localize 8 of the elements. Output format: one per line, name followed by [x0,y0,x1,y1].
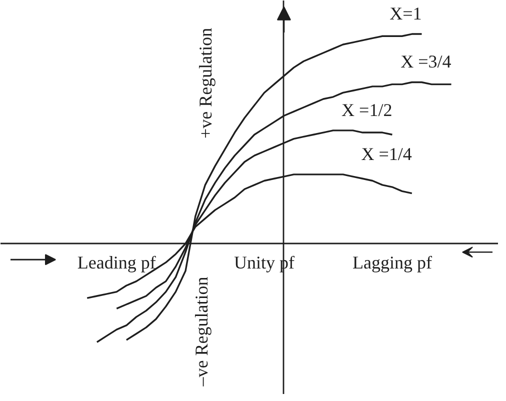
x-tick-label: Leading pf [77,252,156,273]
series-label: X =1/2 [342,100,392,120]
series-label: X =3/4 [400,52,452,72]
series-label: X=1 [390,3,422,24]
series-label: X =1/4 [361,144,412,164]
annotation: +ve Regulation [196,28,216,139]
x-tick-label: Lagging pf [352,252,432,273]
annotation: –ve Regulation [192,276,212,388]
